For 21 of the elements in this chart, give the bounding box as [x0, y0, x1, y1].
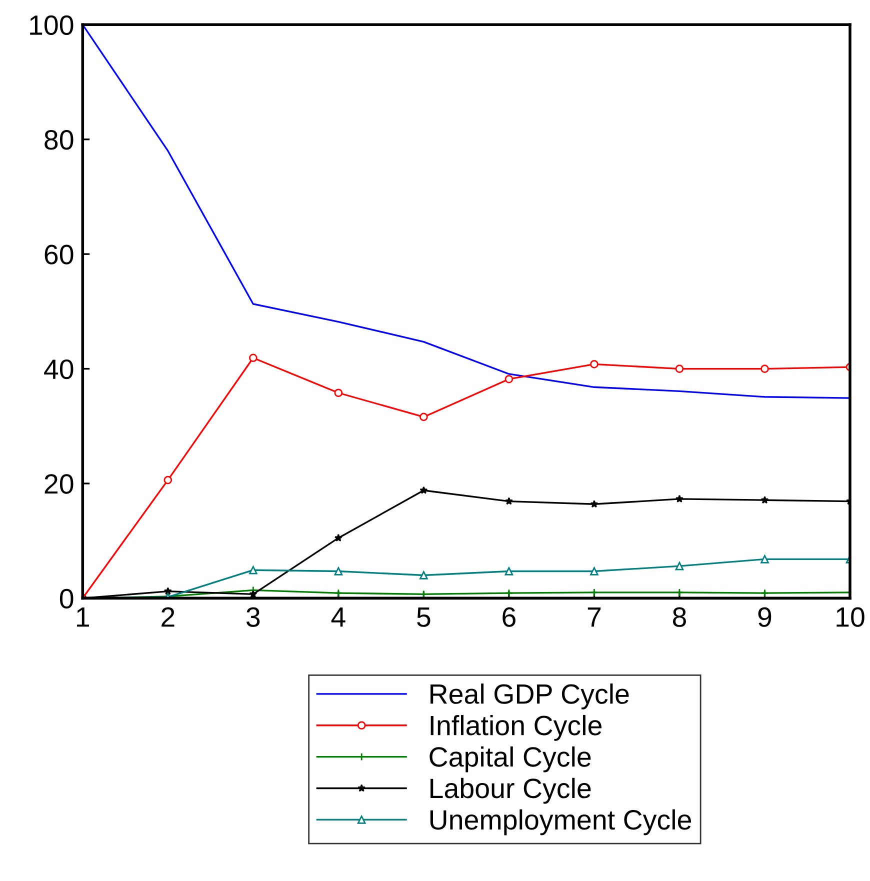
- x-tick-label: 7: [588, 608, 601, 627]
- y-tick-label: 80: [44, 130, 74, 150]
- y-tick-label: 100: [30, 15, 74, 36]
- y-tick-label: 0: [60, 588, 74, 609]
- legend-label: Unemployment Cycle: [430, 809, 692, 836]
- legend-label: Inflation Cycle: [430, 714, 602, 741]
- y-tick-label: 60: [44, 244, 74, 264]
- legend-label: Real GDP Cycle: [430, 684, 629, 710]
- x-tick-label: 2: [162, 607, 174, 627]
- x-tick-label: 4: [331, 608, 346, 627]
- x-tick-label: 6: [502, 607, 516, 627]
- legend-label: Labour Cycle: [430, 778, 591, 804]
- x-tick-label: 5: [417, 608, 430, 627]
- x-tick-label: 3: [246, 607, 260, 627]
- x-tick-label: 1: [77, 608, 90, 627]
- legend-label: Capital Cycle: [430, 746, 591, 772]
- x-tick-label: 8: [672, 607, 686, 627]
- y-tick-label: 40: [44, 359, 74, 380]
- x-tick-label: 10: [836, 607, 864, 627]
- x-tick-label: 9: [758, 607, 772, 627]
- y-tick-label: 20: [44, 474, 74, 494]
